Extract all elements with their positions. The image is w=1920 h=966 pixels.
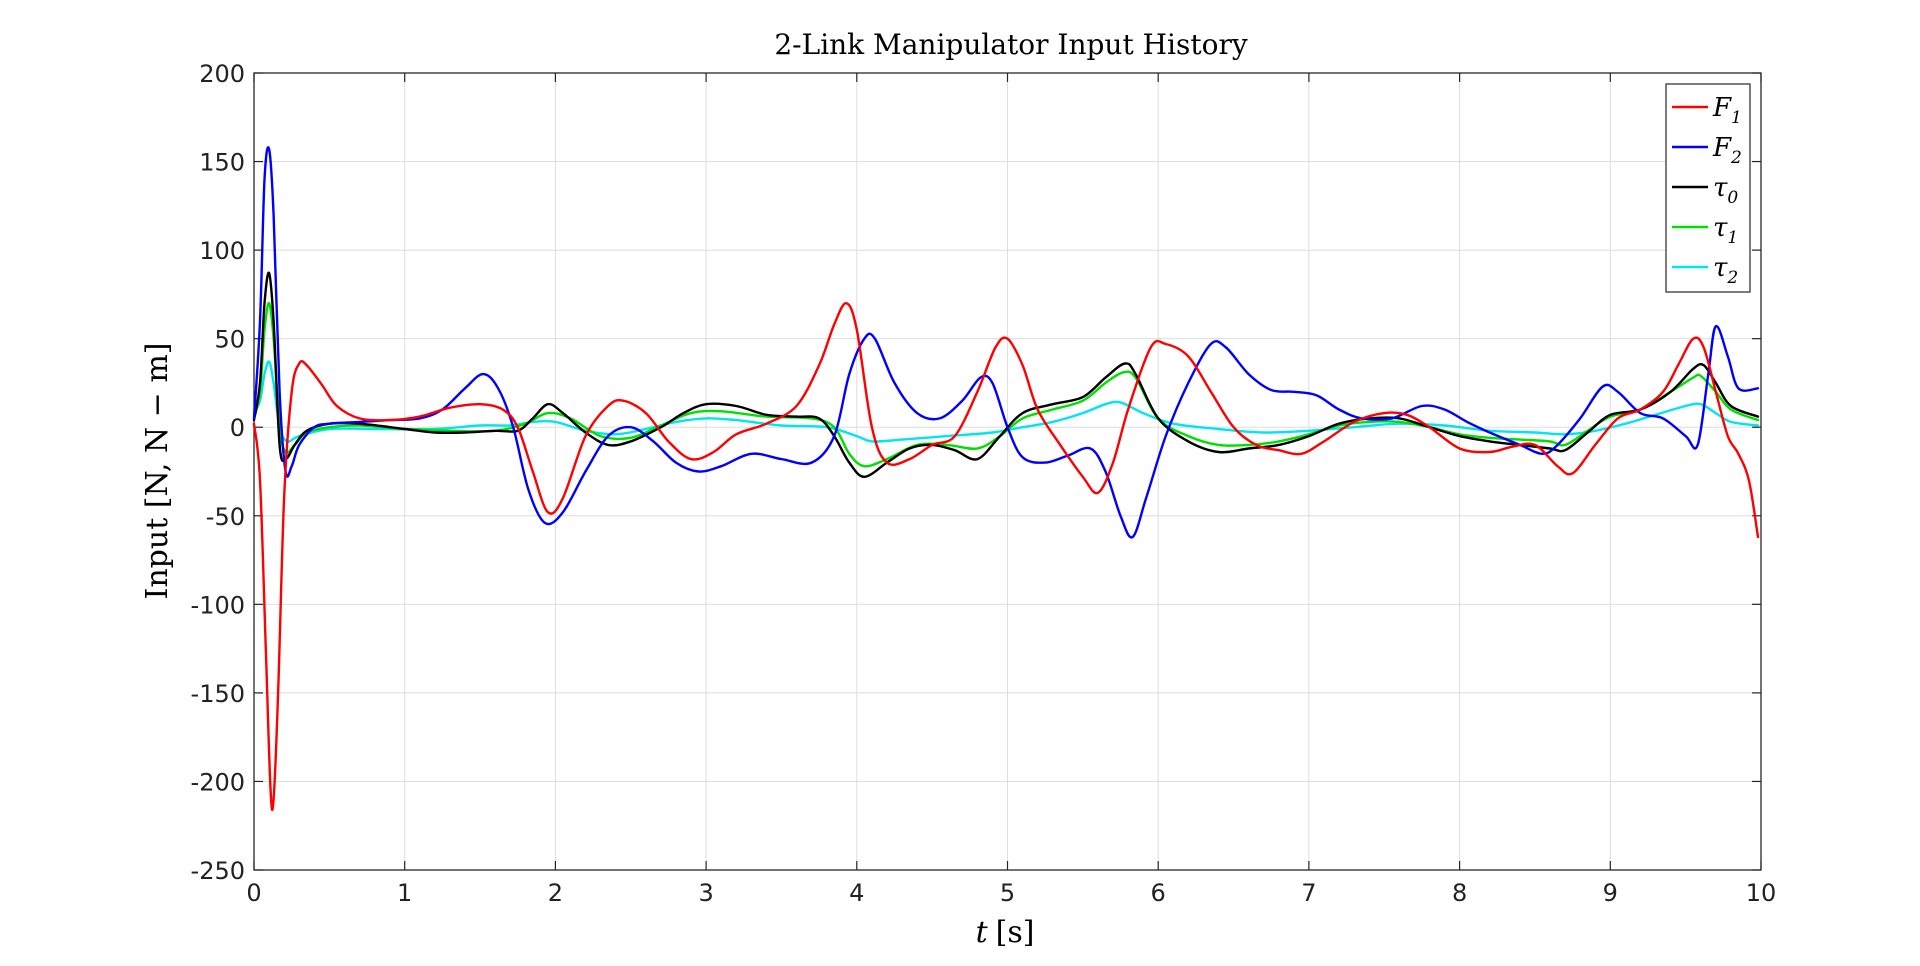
legend-label-2: τ0 — [1713, 173, 1738, 208]
series-line-4 — [252, 360, 1760, 443]
legend-subscript: 0 — [1727, 188, 1738, 208]
legend-subscript: 1 — [1727, 228, 1738, 248]
legend-symbol: F — [1712, 93, 1732, 123]
legend-label-1: F2 — [1712, 133, 1742, 168]
y-tick-label: 150 — [199, 149, 245, 177]
series-line-1 — [252, 146, 1760, 539]
y-tick-label: -100 — [191, 591, 245, 619]
axis-ticks: 0 1 2 3 4 5 6 7 8 9 10200150100500-50-100-150-200-… — [191, 60, 1777, 907]
x-tick-label: 7 — [1301, 879, 1316, 907]
x-axis-variable: t — [976, 915, 989, 950]
legend-label-3: τ1 — [1713, 213, 1738, 248]
x-tick-label: 1 — [397, 879, 412, 907]
legend-symbol: F — [1712, 133, 1732, 163]
x-axis-unit: [s] — [996, 915, 1035, 950]
x-tick-label: 5 — [1000, 879, 1015, 907]
y-tick-label: 200 — [199, 60, 245, 88]
grid-lines — [253, 72, 1762, 871]
series-line-2 — [252, 271, 1760, 478]
x-tick-label: 9 — [1603, 879, 1618, 907]
legend-symbol: τ — [1713, 253, 1728, 283]
y-tick-label: 50 — [214, 326, 245, 354]
y-tick-label: -200 — [191, 768, 245, 796]
legend-label-4: τ2 — [1713, 253, 1738, 288]
x-tick-label: 6 — [1151, 879, 1166, 907]
x-tick-label: 0 — [246, 879, 261, 907]
y-tick-label: 0 — [230, 414, 245, 442]
x-tick-label: 10 — [1746, 879, 1777, 907]
series-line-0 — [252, 302, 1760, 811]
y-tick-label: -50 — [206, 503, 245, 531]
legend-subscript: 1 — [1731, 108, 1742, 128]
y-axis-label: Input [N, N − m] — [140, 342, 175, 599]
chart-title: 2-Link Manipulator Input History — [774, 28, 1248, 61]
y-tick-label: -150 — [191, 680, 245, 708]
y-tick-label: 100 — [199, 237, 245, 265]
legend-subscript: 2 — [1730, 148, 1742, 168]
x-axis-label: t [s] — [976, 915, 1035, 950]
legend-label-0: F1 — [1712, 93, 1742, 128]
series-line-3 — [252, 301, 1760, 468]
x-tick-label: 3 — [698, 879, 713, 907]
series-lines — [252, 146, 1760, 811]
x-tick-label: 4 — [849, 879, 864, 907]
x-tick-label: 8 — [1452, 879, 1467, 907]
legend-subscript: 2 — [1726, 268, 1738, 288]
legend-symbol: τ — [1713, 173, 1728, 203]
legend-symbol: τ — [1713, 213, 1728, 243]
y-tick-label: -250 — [191, 857, 245, 885]
x-tick-label: 2 — [548, 879, 563, 907]
